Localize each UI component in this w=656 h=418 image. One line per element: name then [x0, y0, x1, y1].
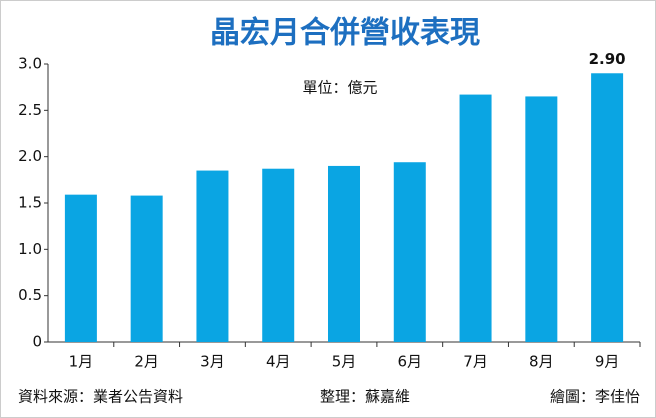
- bar: [130, 195, 163, 342]
- y-tick-label: 0.5: [18, 286, 42, 304]
- x-tick-label: 3月: [200, 353, 225, 371]
- x-tick-label: 1月: [69, 353, 94, 371]
- x-tick-label: 4月: [266, 353, 291, 371]
- y-tick-label: 1.0: [18, 240, 42, 258]
- y-tick-label: 0: [32, 333, 42, 351]
- editor: 整理：蘇嘉維: [320, 388, 410, 406]
- x-tick-label: 5月: [332, 353, 357, 371]
- x-tick-label: 9月: [595, 353, 620, 371]
- bar: [591, 73, 624, 343]
- x-tick-label: 7月: [463, 353, 488, 371]
- bar: [525, 96, 558, 342]
- y-tick-label: 2.0: [18, 147, 42, 165]
- source: 資料來源：業者公告資料: [18, 388, 183, 406]
- y-tick-label: 3.0: [18, 55, 42, 73]
- x-tick-label: 2月: [134, 353, 159, 371]
- x-tick-label: 6月: [398, 353, 423, 371]
- bar: [328, 165, 360, 342]
- chart-title: 晶宏月合併營收表現: [210, 16, 480, 51]
- bar: [393, 162, 426, 342]
- y-tick-label: 2.5: [18, 101, 42, 119]
- y-tick-label: 1.5: [18, 194, 42, 212]
- bar: [196, 170, 229, 342]
- value-label: 2.90: [589, 50, 626, 68]
- bar: [459, 94, 492, 342]
- bar: [262, 168, 295, 342]
- x-tick-label: 8月: [529, 353, 554, 371]
- illustrator: 繪圖：李佳怡: [550, 388, 640, 406]
- unit-note: 單位：億元: [302, 79, 377, 97]
- bar: [64, 194, 97, 342]
